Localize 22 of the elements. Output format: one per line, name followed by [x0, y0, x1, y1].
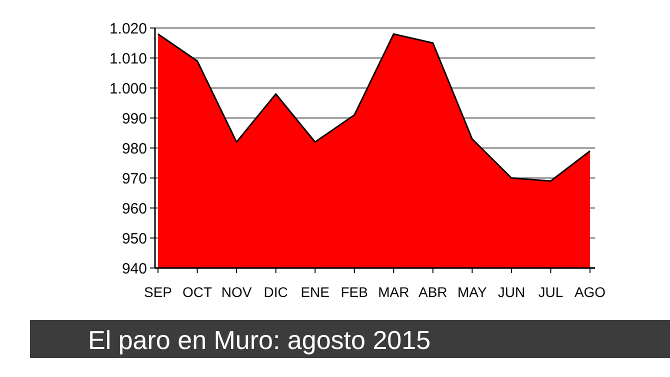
- x-tick-label: SEP: [144, 284, 172, 300]
- y-tick-label: 1.020: [109, 20, 147, 38]
- x-tick-label: JUN: [498, 284, 526, 300]
- x-tick-label: MAY: [458, 284, 488, 300]
- x-tick-label: DIC: [264, 284, 288, 300]
- y-tick-label: 950: [122, 230, 147, 248]
- x-tick-label: MAR: [378, 284, 410, 300]
- x-tick-label: AGO: [574, 284, 606, 300]
- y-tick-label: 1.000: [109, 80, 147, 98]
- y-tick-label: 940: [122, 260, 147, 278]
- y-tick-label: 960: [122, 200, 147, 218]
- y-tick-label: 1.010: [109, 50, 147, 68]
- x-tick-label: ENE: [300, 284, 330, 300]
- x-tick-label: ABR: [418, 284, 448, 300]
- x-tick-label: FEB: [340, 284, 368, 300]
- x-tick-label: OCT: [182, 284, 212, 300]
- y-tick-label: 990: [122, 110, 147, 128]
- x-tick-label: JUL: [538, 284, 564, 300]
- y-tick-label: 980: [122, 140, 147, 158]
- y-tick-label: 970: [122, 170, 147, 188]
- text: El paro en Muro: agosto 2015: [88, 325, 431, 355]
- x-tick-label: NOV: [221, 284, 252, 300]
